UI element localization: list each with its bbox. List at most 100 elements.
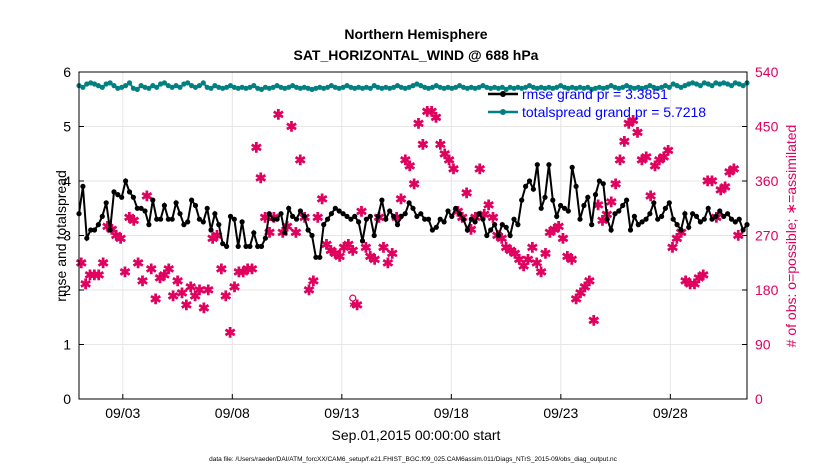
obs-assimilated-point: ✱	[202, 282, 214, 298]
totalspread-point	[639, 85, 645, 91]
rmse-point	[123, 178, 129, 184]
obs-assimilated-point: ✱	[347, 243, 359, 259]
rmse-point	[278, 211, 284, 217]
rmse-point	[282, 230, 288, 236]
totalspread-point	[367, 85, 373, 91]
rmse-point	[639, 219, 645, 225]
rmse-point	[192, 202, 199, 209]
totalspread-point	[670, 81, 676, 87]
rmse-point	[561, 205, 568, 211]
rmse-point	[709, 216, 715, 222]
totalspread-point	[262, 84, 268, 90]
obs-assimilated-point: ✱	[557, 231, 569, 247]
rmse-point	[705, 205, 711, 211]
totalspread-point	[604, 84, 610, 90]
totalspread-point	[103, 81, 109, 87]
rmse-point	[270, 216, 276, 222]
rmse-point	[216, 222, 222, 228]
obs-assimilated-point: ✱	[207, 231, 219, 247]
rmse-point	[620, 202, 626, 209]
totalspread-point	[488, 85, 494, 91]
rmse-point	[511, 216, 517, 222]
obs-assimilated-point: ✱	[522, 252, 534, 268]
rmse-point	[84, 235, 90, 241]
totalspread-point	[340, 84, 346, 90]
obs-assimilated-point: ✱	[724, 164, 736, 180]
obs-assimilated-point: ✱	[229, 279, 241, 295]
rmse-point	[643, 216, 649, 222]
rmse-point	[581, 202, 587, 209]
totalspread-point	[274, 83, 280, 89]
obs-assimilated-point: ✱	[119, 264, 131, 280]
totalspread-point	[111, 83, 117, 89]
totalspread-point	[693, 81, 700, 87]
totalspread-point	[243, 85, 249, 91]
y-tick-label-right: 180	[755, 282, 779, 298]
obs-assimilated-point: ✱	[597, 212, 609, 228]
rmse-point	[177, 211, 183, 217]
totalspread-point	[321, 85, 327, 91]
totalspread-point	[363, 84, 369, 90]
totalspread-point	[526, 83, 533, 89]
rmse-point	[107, 227, 113, 233]
totalspread-point	[282, 85, 288, 91]
chart-title: Northern Hemisphere	[344, 26, 487, 42]
obs-assimilated-point: ✱	[680, 273, 692, 289]
rmse-point	[359, 238, 366, 244]
totalspread-point	[406, 84, 412, 90]
grid-lines	[79, 72, 747, 399]
rmse-point	[651, 200, 657, 206]
totalspread-point	[464, 85, 470, 91]
rmse-point	[371, 232, 377, 239]
rmse-point	[453, 205, 459, 211]
rmse-point	[577, 216, 583, 222]
totalspread-point	[507, 84, 513, 90]
rmse-point	[134, 205, 140, 211]
obs-assimilated-point: ✱	[548, 221, 560, 237]
obs-assimilated-point: ✱	[535, 264, 547, 280]
obs-assimilated-point: ✱	[654, 152, 666, 168]
rmse-point	[301, 213, 307, 219]
totalspread-point	[651, 84, 657, 90]
totalspread-point	[717, 81, 723, 87]
totalspread-point	[119, 84, 125, 90]
obs-assimilated-point: ✱	[614, 152, 626, 168]
rmse-point	[258, 243, 265, 249]
totalspread-point	[123, 83, 129, 89]
legend-label-0: rmse grand pr = 3.3851	[522, 86, 668, 102]
rmse-point	[624, 197, 630, 203]
obs-assimilated-point: ✱	[382, 255, 394, 271]
totalspread-point	[721, 80, 727, 86]
totalspread-point	[472, 85, 478, 91]
rmse-point	[538, 205, 544, 211]
rmse-point	[701, 216, 707, 222]
rmse-point	[158, 216, 164, 222]
obs-assimilated-point: ✱	[110, 228, 122, 244]
rmse-point	[592, 192, 599, 198]
totalspread-point	[523, 84, 529, 90]
y-tick-label-right: 540	[755, 64, 779, 80]
totalspread-point	[383, 84, 389, 90]
totalspread-point	[332, 84, 338, 90]
rmse-point	[534, 162, 540, 168]
rmse-point	[103, 200, 109, 206]
rmse-point	[488, 227, 494, 233]
rmse-point	[266, 211, 272, 217]
obs-assimilated-point: ✱	[579, 279, 591, 295]
totalspread-point	[91, 81, 98, 87]
rmse-point	[627, 227, 634, 233]
obs-assimilated-point: ✱	[553, 218, 565, 234]
rmse-point	[208, 227, 214, 233]
rmse-point	[130, 194, 136, 200]
rmse-point	[391, 213, 397, 219]
obs-assimilated-point: ✱	[461, 185, 473, 201]
rmse-point	[433, 224, 439, 230]
totalspread-point	[142, 84, 148, 90]
totalspread-point	[309, 86, 315, 92]
rmse-point	[119, 194, 125, 200]
totalspread-point	[565, 85, 571, 91]
rmse-point	[515, 222, 521, 228]
obs-assimilated-point: ✱	[290, 224, 302, 240]
rmse-point	[224, 243, 230, 249]
